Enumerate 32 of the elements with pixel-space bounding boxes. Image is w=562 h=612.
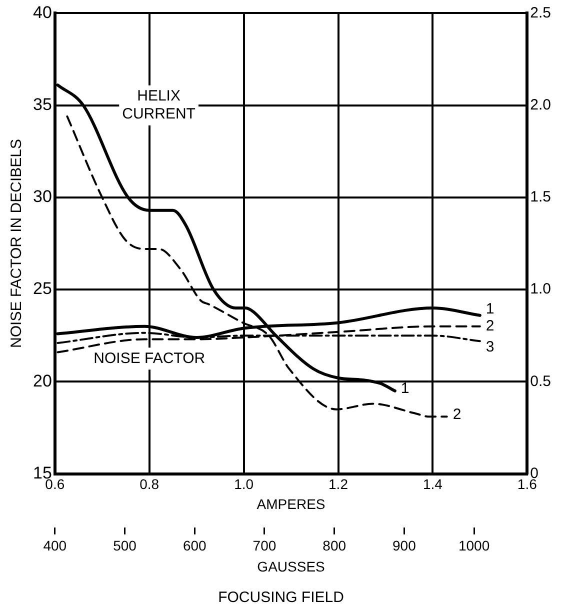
y2-tick-label: 2.0 bbox=[530, 96, 552, 114]
y-tick-label: 20 bbox=[32, 371, 52, 390]
text: FOCUSING FIELD bbox=[218, 589, 344, 606]
x-axis-title: AMPERES bbox=[256, 496, 326, 512]
y-tick-label: 35 bbox=[32, 95, 52, 114]
x2-axis-title: GAUSSES bbox=[257, 558, 325, 574]
y-tick-label: 30 bbox=[32, 187, 52, 206]
series-label: 2 bbox=[486, 318, 494, 335]
series-label: 3 bbox=[486, 338, 494, 356]
x2-tick-label: 700 bbox=[252, 538, 276, 554]
x-tick-label: 1.4 bbox=[422, 476, 443, 492]
x2-tick-label: 600 bbox=[182, 538, 207, 554]
series-label: 1 bbox=[400, 380, 410, 398]
y2-tick-label: 1.5 bbox=[530, 188, 552, 206]
annotation: HELIX CURRENT bbox=[122, 87, 196, 122]
y-tick-label: 40 bbox=[32, 2, 52, 22]
y2-tick-label: 2.5 bbox=[530, 4, 552, 22]
y-axis-title: NOISE FACTOR IN DECIBELS bbox=[8, 139, 26, 348]
x-tick-label: 0.8 bbox=[140, 476, 160, 492]
series-label: 1 bbox=[486, 300, 494, 318]
x-tick-label: 1.2 bbox=[328, 476, 348, 492]
y-tick-label: 25 bbox=[32, 279, 52, 298]
x2-tick-label: 400 bbox=[43, 538, 67, 554]
x2-tick-label: 900 bbox=[392, 538, 416, 554]
x-tick-label: 1.0 bbox=[234, 476, 254, 492]
y2-tick-label: 1.0 bbox=[530, 280, 552, 298]
y2-tick-label: 0.5 bbox=[530, 372, 552, 390]
x2-tick-label: 500 bbox=[113, 538, 137, 554]
x2-tick-label: 800 bbox=[322, 538, 346, 554]
x2-tick-label: 1000 bbox=[458, 538, 490, 554]
series-label: 2 bbox=[452, 406, 462, 423]
annotation: NOISE FACTOR bbox=[94, 350, 206, 367]
